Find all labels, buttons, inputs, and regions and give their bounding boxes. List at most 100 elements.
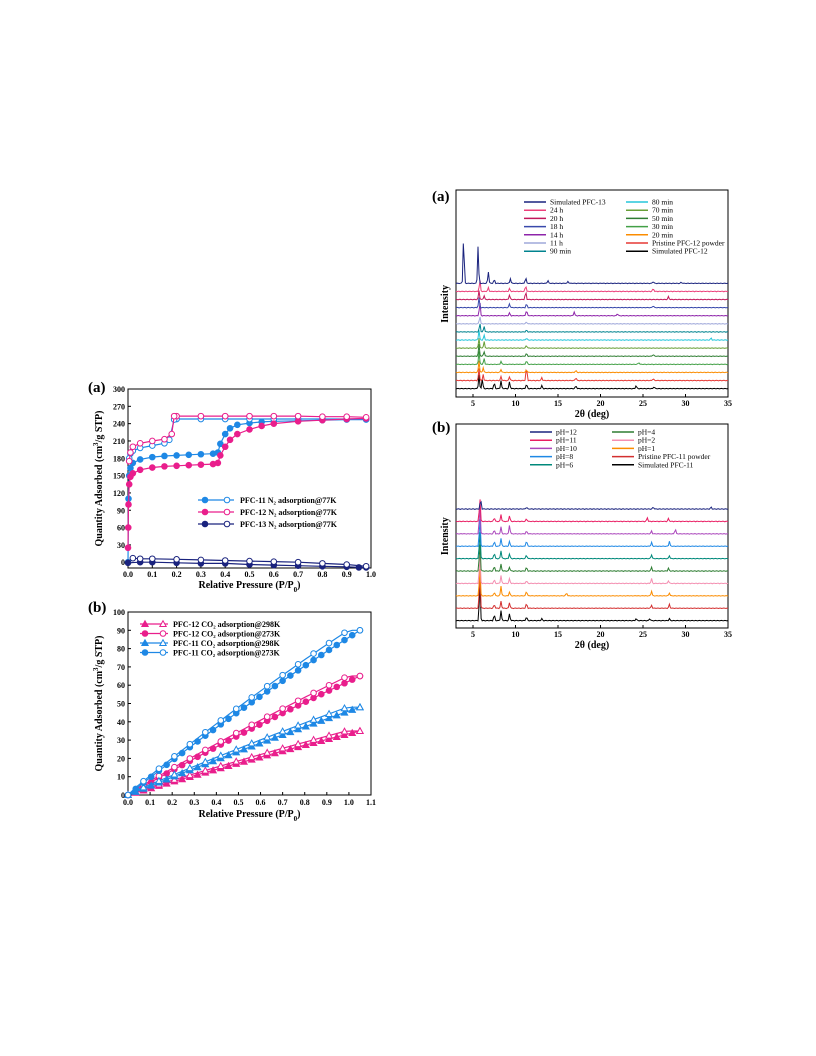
adsorption-point	[226, 424, 234, 432]
legend-label: 90 min	[550, 247, 571, 256]
desorption-point	[355, 726, 365, 735]
legend-label: PFC-13 N₂ adsorption@77K	[240, 520, 338, 529]
adsorption-point	[127, 464, 134, 472]
desorption-point	[324, 731, 334, 739]
legend-label: PFC-11 N₂ adsorption@77K	[240, 496, 337, 505]
legend-marker	[201, 496, 209, 504]
desorption-point	[278, 744, 287, 752]
desorption-point	[324, 709, 334, 717]
series	[124, 412, 370, 552]
xrd-pattern-line	[455, 360, 729, 374]
adsorption-point	[125, 501, 132, 508]
adsorption-point	[209, 766, 218, 774]
xrd-pattern-line	[455, 323, 729, 333]
legend-label: Pristine PFC-12 powder	[652, 239, 725, 248]
desorption-point	[201, 757, 210, 765]
desorption-point	[124, 791, 132, 799]
y-tick-label: 20	[117, 754, 125, 763]
desorption-point	[186, 740, 194, 748]
adsorption-point	[324, 713, 334, 722]
desorption-point	[294, 697, 302, 705]
desorption-point	[197, 556, 205, 564]
adsorption-point	[302, 661, 310, 669]
desorption-point	[127, 449, 134, 456]
legend-marker	[201, 508, 209, 516]
adsorption-point	[286, 744, 295, 753]
adsorption-point	[340, 730, 349, 738]
legend-label: pH=10	[556, 444, 577, 453]
y-tick-label: 120	[113, 489, 125, 498]
x-tick-label: 0.3	[196, 570, 206, 579]
legend-marker	[158, 619, 168, 628]
x-tick-label: 0.1	[147, 570, 157, 579]
adsorption-point	[341, 679, 348, 687]
x-tick-label: 20	[597, 399, 605, 408]
xrd-pattern-line	[455, 532, 729, 560]
legend-label: 20 h	[550, 214, 563, 223]
adsorption-point	[239, 757, 249, 765]
n2-isotherm-chart: (a)0.0 0.1 0.2 0.3 0.4 0.5 0.6 0.7 0.8 0.9 1.00306…	[88, 380, 376, 594]
adsorption-point	[286, 727, 295, 736]
desorption-point	[309, 735, 318, 743]
adsorption-point	[309, 719, 318, 727]
xrd-pattern-line	[455, 338, 729, 350]
adsorption-point	[348, 705, 357, 713]
axis-title-part: )	[297, 809, 300, 820]
adsorption-point	[279, 677, 286, 685]
xrd-chart: (a) 5 10 15 20 25 30 35 2θ (deg) Intensity Simulat…	[432, 189, 732, 420]
x-tick-label: 1.1	[366, 798, 376, 807]
x-tick-label: 0.5	[245, 570, 255, 579]
xrd-pattern-line	[455, 576, 728, 610]
adsorption-point	[234, 430, 241, 438]
adsorption-point	[193, 770, 202, 778]
adsorption-point	[197, 450, 205, 458]
axis-title-part: 3	[92, 442, 100, 446]
xrd-pattern-line	[455, 368, 728, 382]
panel-label: (b)	[432, 420, 450, 436]
x-tick-label: 15	[554, 399, 562, 408]
desorption-point	[310, 689, 317, 697]
legend-label: pH=8	[556, 452, 573, 461]
desorption-point	[294, 721, 303, 729]
adsorption-point	[124, 544, 132, 552]
panel-label: (b)	[88, 600, 106, 616]
y-axis-title: Quantity Adsorbed (cm3/g STP)	[92, 410, 105, 546]
legend-label: pH=12	[556, 428, 577, 437]
desorption-point	[125, 457, 133, 465]
adsorption-point	[162, 775, 171, 783]
legend-label: PFC-12 CO₂ adsorption@273K	[173, 630, 281, 639]
axis-title-part: /g STP)	[94, 410, 105, 443]
desorption-point	[129, 554, 137, 562]
adsorption-point	[209, 745, 217, 752]
x-tick-label: 0.0	[123, 798, 133, 807]
legend-marker	[140, 619, 150, 628]
adsorption-point	[255, 739, 264, 747]
desorption-point	[341, 674, 348, 681]
desorption-point	[136, 439, 144, 447]
adsorption-point	[173, 452, 180, 459]
desorption-point	[202, 746, 209, 754]
adsorption-point	[317, 651, 325, 659]
xrd-pattern-line	[455, 499, 729, 523]
adsorption-point	[348, 676, 356, 683]
xrd-pattern-line	[455, 351, 729, 366]
desorption-point	[263, 748, 272, 756]
xrd-pattern-line	[455, 374, 729, 390]
legend-label: PFC-11 CO₂ adsorption@273K	[173, 649, 281, 658]
plot-frame	[455, 423, 729, 629]
adsorption-point	[209, 726, 217, 734]
legend-marker	[159, 630, 167, 637]
adsorption-point	[240, 729, 248, 736]
desorption-point	[343, 413, 351, 421]
adsorption-point	[185, 451, 193, 459]
adsorption-point	[278, 730, 287, 738]
desorption-point	[310, 650, 317, 657]
xrd-pattern-line	[455, 519, 729, 548]
adsorption-point	[317, 736, 326, 744]
y-tick-label: 210	[113, 437, 125, 446]
adsorption-point	[270, 749, 279, 757]
legend-label: 11 h	[550, 239, 563, 248]
x-tick-label: 0.4	[220, 570, 230, 579]
adsorption-point	[147, 773, 155, 781]
adsorption-point	[332, 711, 341, 719]
